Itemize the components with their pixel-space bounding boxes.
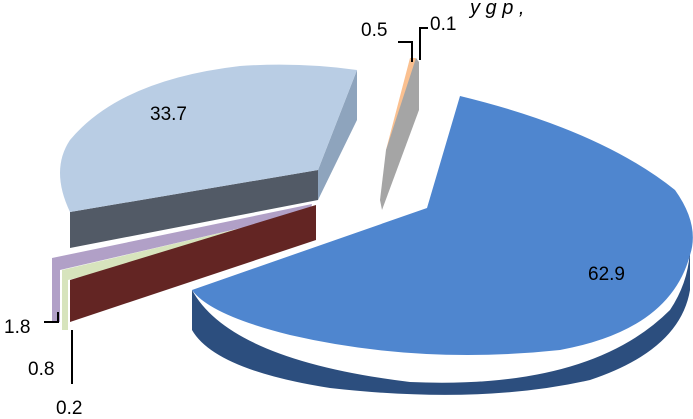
slice-1-8-label: 1.8 (4, 317, 30, 338)
leader-1-8 (44, 312, 59, 323)
slice-0-1-label: 0.1 (430, 14, 456, 35)
slice-0-1 (380, 58, 419, 210)
cropped-title-fragment: y g p , (468, 0, 524, 19)
slice-62-9-top (192, 96, 693, 355)
slice-33-7-label: 33.7 (150, 104, 187, 125)
slice-33-7: 33.7 (60, 64, 357, 248)
slice-33-7-side-right (318, 70, 357, 200)
slice-0-2-label: 0.2 (56, 398, 82, 419)
leader-0-1 (419, 27, 428, 60)
slice-0-1-shape (380, 58, 419, 210)
slice-0-2 (70, 205, 316, 322)
slice-0-8-label: 0.8 (28, 359, 54, 380)
slice-62-9-label: 62.9 (588, 264, 625, 285)
slice-0-5-label: 0.5 (361, 20, 387, 41)
slice-33-7-side-front (70, 170, 318, 248)
leader-0-5 (398, 41, 413, 62)
slice-33-7-top (60, 64, 357, 213)
slice-62-9: 62.9 (192, 96, 693, 395)
slice-0-2-shape (70, 205, 316, 322)
